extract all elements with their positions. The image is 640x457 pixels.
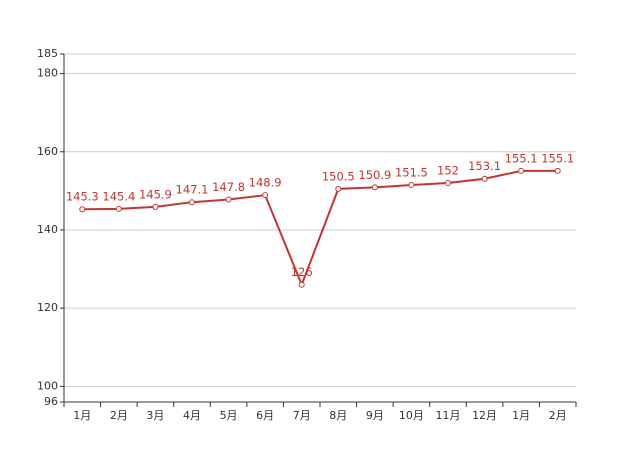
value-label: 155.1	[505, 151, 538, 165]
value-label: 150.9	[358, 168, 391, 182]
point	[554, 167, 561, 174]
point	[371, 184, 378, 191]
y-tick-label: 160	[37, 145, 58, 158]
x-tick-label: 11月	[436, 409, 461, 422]
value-label: 155.1	[541, 151, 574, 165]
line	[82, 169, 558, 288]
value-label: 152	[437, 164, 459, 178]
value-label: 145.3	[66, 190, 99, 204]
point	[225, 196, 232, 203]
x-tick-label: 7月	[293, 409, 311, 422]
value-label: 145.4	[102, 189, 135, 203]
x-tick-label: 9月	[366, 409, 384, 422]
x-tick-label: 1月	[73, 409, 91, 422]
y-tick-label: 120	[37, 301, 58, 314]
value-label: 147.8	[212, 180, 245, 194]
value-label: 145.9	[139, 187, 172, 201]
y-tick-label: 180	[37, 67, 58, 80]
value-label: 126	[291, 265, 313, 279]
value-label: 151.5	[395, 165, 428, 179]
x-tick-label: 12月	[472, 409, 497, 422]
x-tick-label: 5月	[220, 409, 238, 422]
point	[189, 199, 195, 206]
point	[152, 203, 159, 210]
value-label: 153.1	[468, 159, 501, 173]
point	[518, 167, 525, 174]
y-tick-label: 185	[37, 47, 58, 60]
x-tick-label: 8月	[329, 409, 347, 422]
point	[481, 175, 488, 182]
y-tick-label: 100	[37, 379, 58, 392]
value-label: 150.5	[322, 169, 355, 183]
x-tick-label: 3月	[146, 409, 164, 422]
value-label: 148.9	[249, 176, 282, 190]
x-tick-label: 10月	[399, 409, 424, 422]
value-label: 147.1	[176, 183, 209, 197]
point	[445, 180, 451, 187]
point	[298, 281, 305, 288]
point	[335, 185, 342, 192]
x-tick-label: 2月	[549, 409, 567, 422]
point	[262, 192, 269, 199]
point	[79, 206, 86, 213]
point	[115, 205, 122, 212]
y-tick-label: 140	[37, 223, 58, 236]
x-tick-label: 6月	[256, 409, 274, 422]
x-tick-label: 1月	[512, 409, 530, 422]
x-tick-label: 4月	[183, 409, 201, 422]
point	[408, 181, 415, 188]
y-tick-label: 96	[44, 395, 58, 408]
x-tick-label: 2月	[110, 409, 128, 422]
